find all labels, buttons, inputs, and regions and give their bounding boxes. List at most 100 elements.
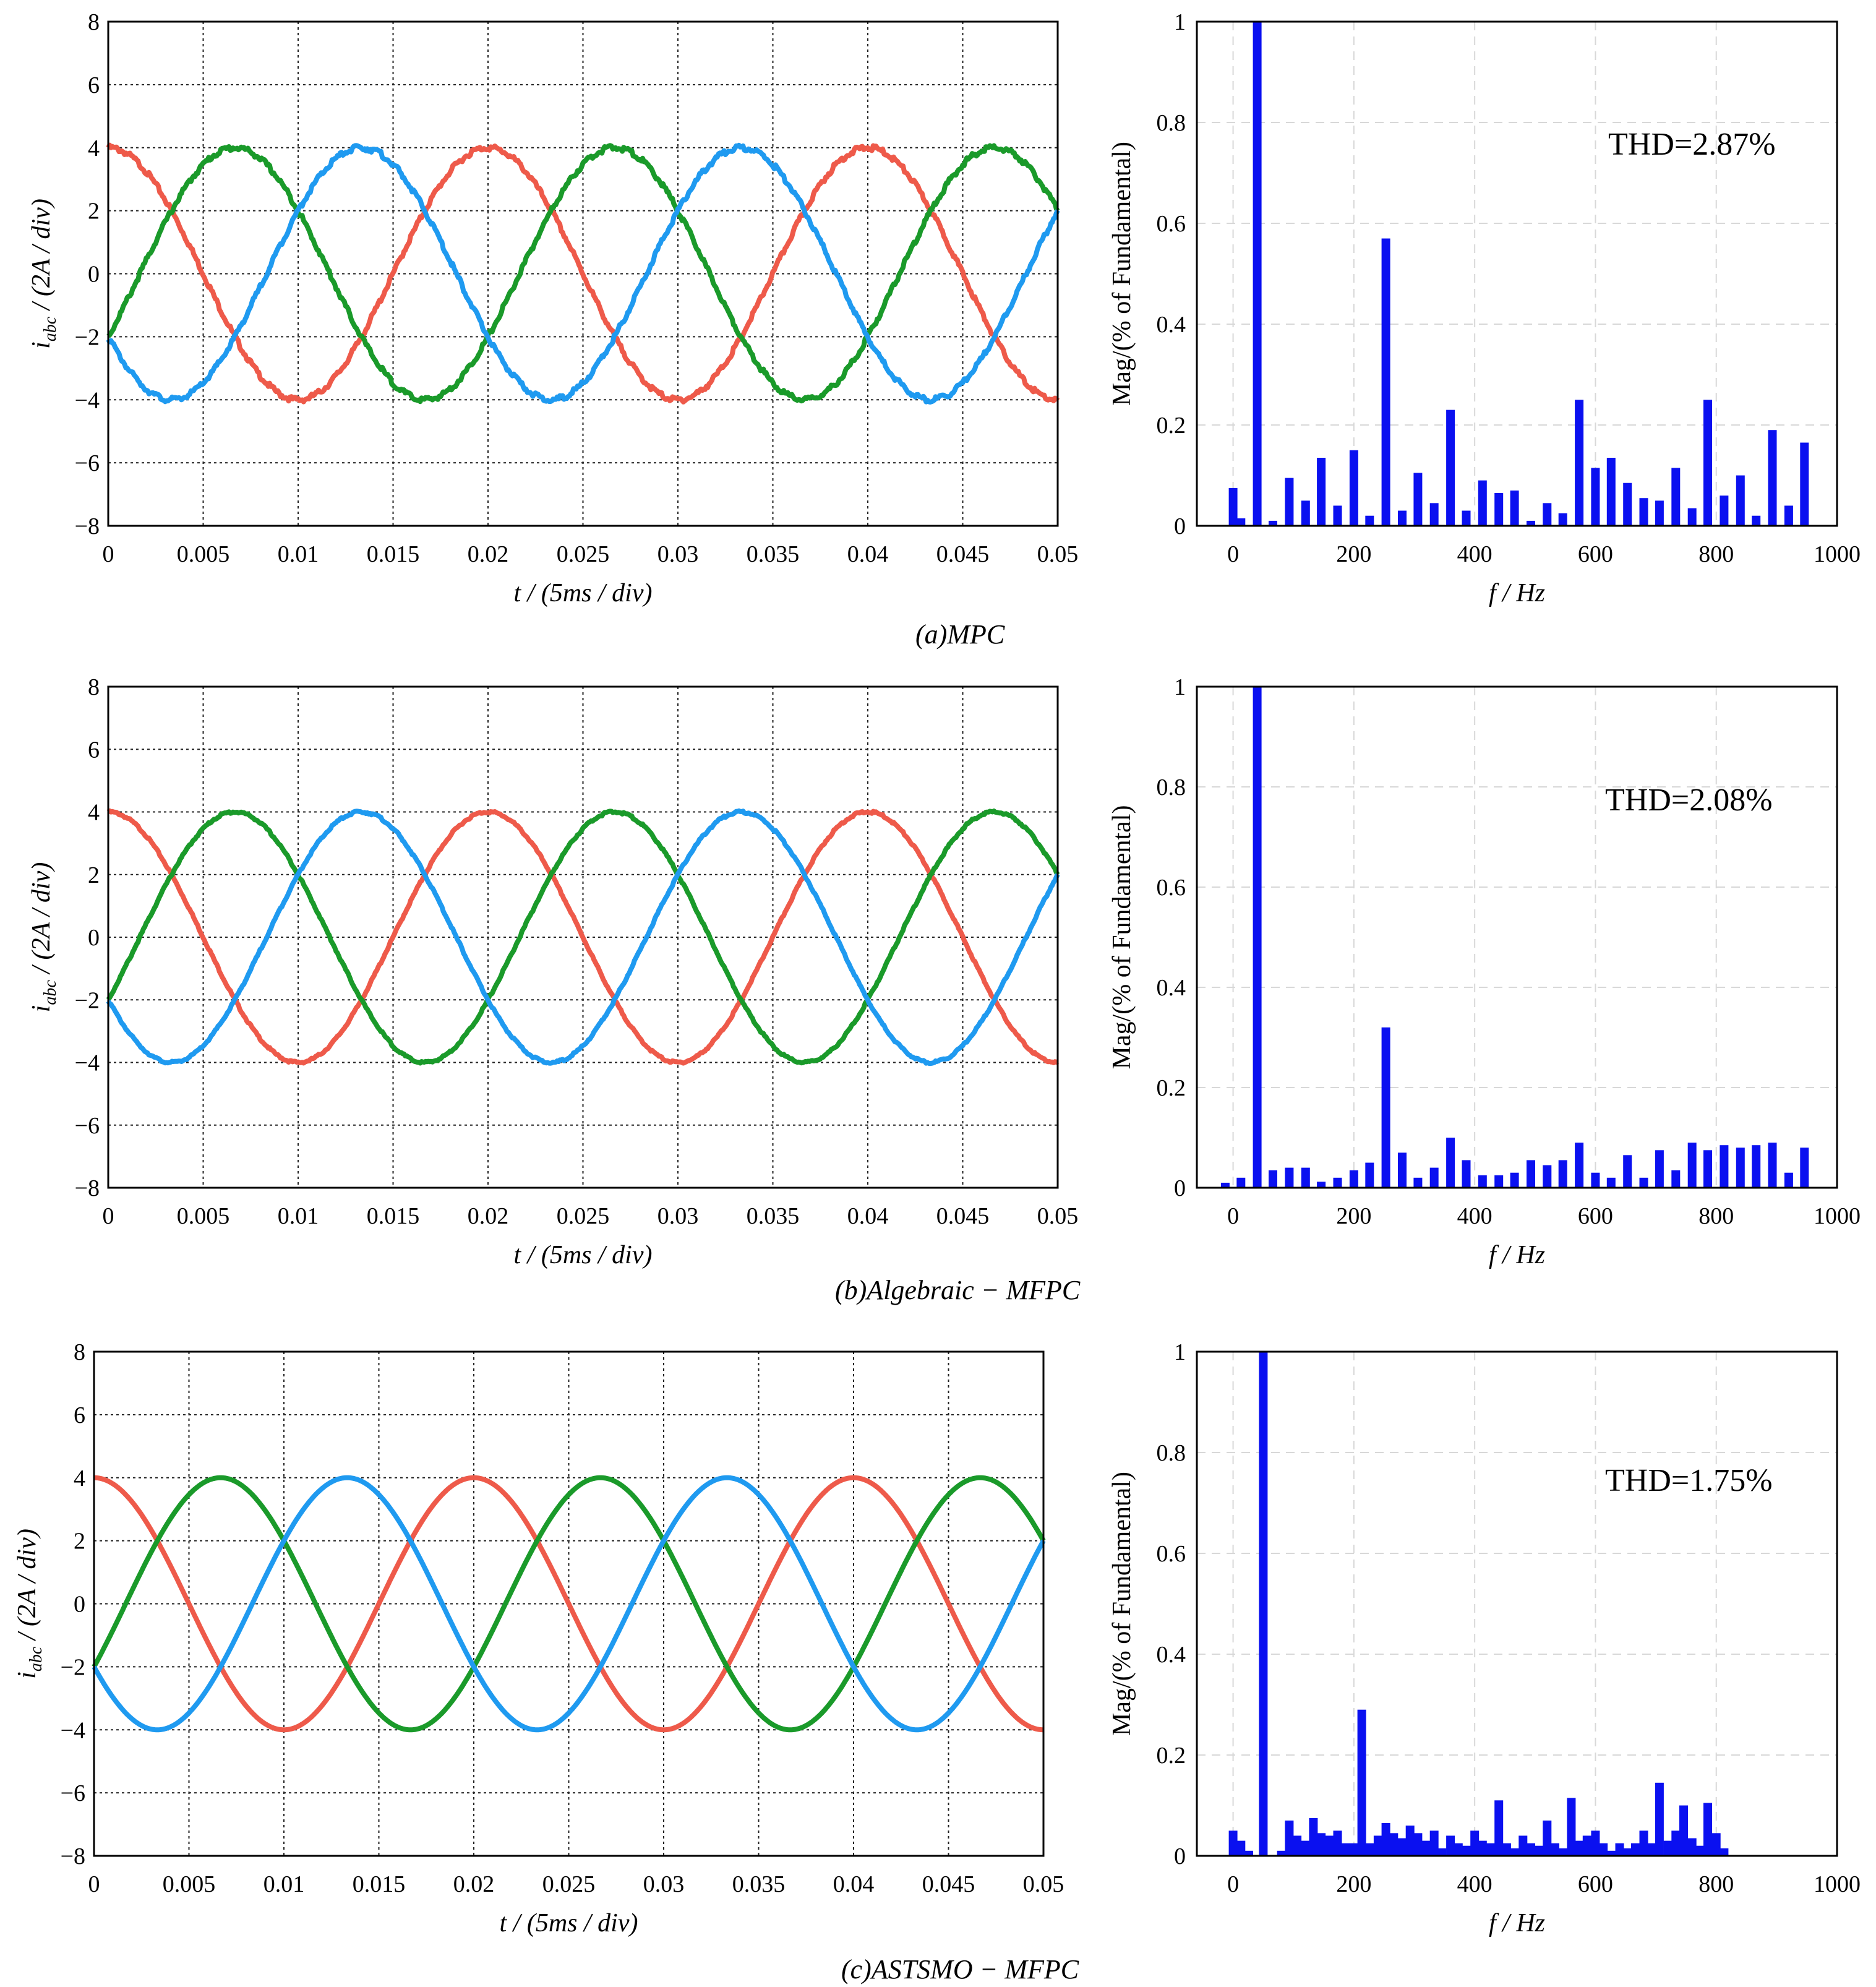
x-tick-label: 0.015 (367, 541, 420, 567)
spectrum-bar (1349, 1170, 1358, 1188)
y-tick-label: 1 (1174, 1339, 1186, 1365)
x-tick-label: 0.02 (468, 1203, 509, 1229)
spectrum-plot-a: 0 200 400 600 800 1000 1 0.8 0.6 0.4 0.2 0 f / Hz Mag… (1108, 9, 1861, 607)
series-ib-line (92, 1475, 1046, 1733)
x-tick-label: 1000 (1814, 1871, 1861, 1897)
spectrum-bar (1639, 1830, 1648, 1856)
x-tick-label: 800 (1698, 1203, 1734, 1229)
spectrum-bar (1349, 450, 1358, 526)
spectrum-bar (1575, 1840, 1584, 1856)
x-tick-label: 0.05 (1037, 541, 1079, 567)
spectrum-bar (1736, 475, 1745, 526)
spectrum-plot-c: 0 200 400 600 800 1000 1 0.8 0.6 0.4 0.2 0 f / Hz Mag… (1108, 1339, 1861, 1938)
x-tick-label: 0 (1227, 541, 1239, 567)
x-tick-label: 0.02 (453, 1871, 495, 1897)
y-tick-label: 0.8 (1157, 110, 1186, 136)
thd-label-c: THD=1.75% (1605, 1463, 1773, 1498)
spectrum-bar (1398, 1152, 1407, 1188)
spectrum-bar (1703, 1150, 1712, 1188)
x-tick-label: 400 (1457, 541, 1493, 567)
spectrum-bar (1381, 1027, 1390, 1188)
x-tick-label: 0 (88, 1871, 100, 1897)
x-tick-label: 0.04 (847, 541, 889, 567)
caption-b: (b)Algebraic − MFPC (835, 1275, 1081, 1305)
y-tick-label: 0 (74, 1592, 85, 1618)
x-tick-label: 0.025 (557, 541, 610, 567)
y-axis-label: Mag/(% of Fundamental) (1108, 805, 1136, 1070)
y-tick-label: 2 (88, 199, 100, 225)
x-tick-label: 800 (1698, 1871, 1734, 1897)
thd-label-b: THD=2.08% (1605, 783, 1773, 818)
spectrum-bar (1269, 520, 1277, 526)
spectrum-bar (1784, 1172, 1793, 1188)
spectrum-bar (1285, 1820, 1294, 1856)
y-tick-label: 8 (88, 674, 100, 700)
spectrum-bar (1591, 1830, 1600, 1856)
x-tick-label: 1000 (1814, 541, 1861, 567)
caption-c: (c)ASTSMO − MFPC (841, 1954, 1079, 1985)
spectrum-bar (1293, 1835, 1302, 1856)
y-tick-label: 0.2 (1157, 1075, 1186, 1101)
spectrum-bar (1228, 1830, 1238, 1856)
spectrum-bar (1784, 505, 1793, 526)
spectrum-bar (1341, 1843, 1350, 1856)
x-tick-label: 0.025 (557, 1203, 610, 1229)
y-tick-label: 0.6 (1157, 211, 1186, 237)
spectrum-plot-b: 0 200 400 600 800 1000 1 0.8 0.6 0.4 0.2 0 f / Hz Mag… (1108, 674, 1861, 1269)
y-tick-label: −2 (75, 987, 100, 1013)
spectrum-bar (1494, 1175, 1504, 1188)
spectrum-bar (1429, 503, 1439, 526)
plot-frame (93, 1350, 1045, 1857)
spectrum-bar (1429, 1167, 1439, 1188)
y-axis-label: iabc / (2A / div) (13, 1529, 46, 1679)
spectrum-bar (1647, 1843, 1656, 1856)
spectrum-bar (1253, 22, 1262, 526)
y-tick-label: 0 (1174, 1843, 1186, 1869)
spectrum-bar (1333, 1177, 1342, 1188)
spectrum-bar (1236, 518, 1246, 526)
spectrum-bar (1800, 1148, 1809, 1188)
spectrum-bar (1720, 1848, 1729, 1856)
y-tick-label: 0.4 (1157, 312, 1186, 338)
spectrum-bar (1558, 1848, 1567, 1856)
x-tick-label: 0.03 (657, 541, 699, 567)
x-tick-label: 0.005 (177, 1203, 230, 1229)
y-axis-label: iabc / (2A / div) (27, 199, 60, 349)
spectrum-bar (1655, 1782, 1664, 1856)
spectrum-bar (1317, 1182, 1326, 1188)
spectrum-bar (1768, 430, 1777, 526)
spectrum-bar (1582, 1835, 1591, 1856)
spectrum-bar (1454, 1843, 1463, 1856)
spectrum-bar (1543, 1820, 1552, 1856)
x-axis-label: f / Hz (1489, 1909, 1545, 1938)
x-tick-label: 0.035 (732, 1871, 786, 1897)
spectrum-bar (1285, 478, 1294, 526)
x-tick-label: 600 (1578, 1871, 1613, 1897)
y-axis-label: Mag/(% of Fundamental) (1108, 142, 1136, 406)
spectrum-bar (1398, 510, 1407, 526)
x-tick-label: 400 (1457, 1871, 1493, 1897)
spectrum-bar (1518, 1835, 1528, 1856)
spectrum-bar (1494, 1800, 1504, 1856)
spectrum-bar (1623, 1155, 1632, 1188)
spectrum-bar (1671, 468, 1681, 526)
x-tick-label: 600 (1578, 541, 1613, 567)
spectrum-bar (1671, 1830, 1681, 1856)
spectrum-bar (1630, 1843, 1640, 1856)
y-tick-label: 2 (74, 1529, 85, 1555)
time-plot-b: 0 0.005 0.01 0.015 0.02 0.025 0.03 0.035 0.04 0.0… (27, 674, 1078, 1269)
spectrum-bar (1244, 1850, 1253, 1856)
y-tick-label: 0 (88, 262, 100, 288)
y-tick-label: 6 (88, 737, 100, 763)
spectrum-bar (1606, 1850, 1616, 1856)
spectrum-bar (1301, 500, 1310, 526)
spectrum-bar (1381, 1823, 1390, 1856)
spectrum-bar (1606, 458, 1616, 526)
spectrum-bar (1655, 500, 1664, 526)
x-tick-label: 200 (1336, 541, 1371, 567)
spectrum-bar (1389, 1833, 1398, 1856)
spectrum-bar (1679, 1805, 1688, 1856)
y-axis-label: Mag/(% of Fundamental) (1108, 1472, 1136, 1736)
y-tick-label: 4 (88, 135, 100, 161)
y-tick-label: 0.8 (1157, 1440, 1186, 1466)
